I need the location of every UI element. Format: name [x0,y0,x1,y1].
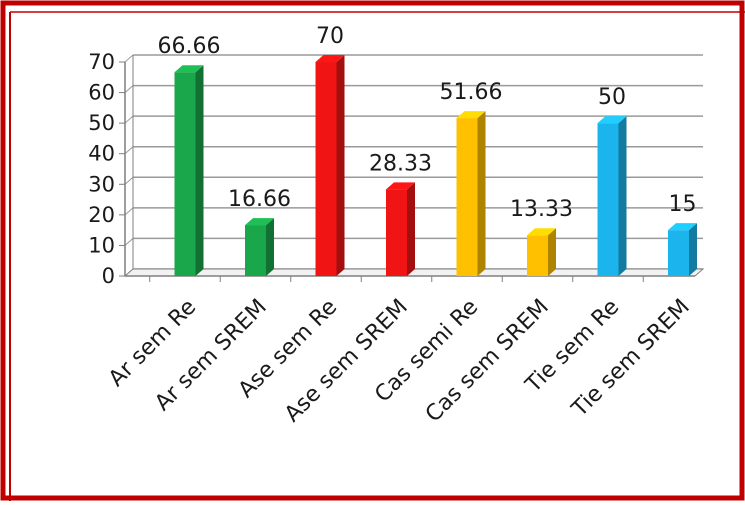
data-label: 15 [669,192,697,217]
bar [527,228,556,276]
gridline-diagonal [124,207,134,216]
gridline-diagonal [124,146,134,155]
y-tick-label: 20 [88,203,115,227]
gridline-diagonal [124,238,134,246]
data-label: 70 [316,24,344,49]
bar-side [407,182,415,276]
bar-top [456,111,486,119]
bar-side [618,116,627,277]
bar-top [527,228,556,236]
gridline-diagonal [124,54,134,63]
bar-front [527,235,548,276]
bar [245,218,274,276]
bar-front [668,230,689,276]
data-label: 50 [598,85,626,110]
gridline-diagonal [124,115,134,124]
y-tick-label: 40 [88,142,115,166]
bar-side [548,228,556,276]
bar-side [266,218,274,276]
bar-top [597,116,627,124]
bar-top [315,55,345,62]
bar [668,223,697,276]
bar-front [386,189,407,276]
bar-top [386,182,415,190]
data-label: 51.66 [440,80,503,105]
bar-top [174,65,204,73]
bar-side [689,223,697,276]
bar-front [456,118,478,277]
y-tick-label: 10 [88,233,115,257]
bar-front [597,123,619,277]
bar [315,55,345,276]
bar-front [174,72,196,277]
data-label: 66.66 [158,34,221,59]
data-label: 13.33 [510,197,573,222]
bar [174,65,204,277]
data-label: 28.33 [369,151,432,176]
bar [456,111,486,277]
bars [174,55,697,277]
bar-top [668,223,697,231]
y-tick-label: 60 [88,81,115,105]
y-tick-label: 30 [88,172,115,196]
bar-top [245,218,274,226]
y-tick-label: 0 [102,264,115,288]
bar-front [245,225,266,276]
bar-front [315,62,337,276]
bar-side [336,55,345,276]
x-tick-label: Ase sem SREM [280,295,413,428]
gridline-diagonal [124,176,134,185]
bar-side [477,111,486,277]
y-tick-label: 70 [88,50,115,74]
bar-side [195,65,204,277]
bar [386,182,415,276]
data-labels: 66.66 16.66 70 28.33 51.66 13.33 50 15 [158,24,697,222]
data-label: 16.66 [228,187,291,212]
y-tick-label: 50 [88,111,115,135]
bar [597,116,627,277]
x-tick-label: Cas sem SREM [421,295,554,428]
x-tick-label: Tie sem SREM [567,295,695,423]
gridline-diagonal [124,85,134,93]
